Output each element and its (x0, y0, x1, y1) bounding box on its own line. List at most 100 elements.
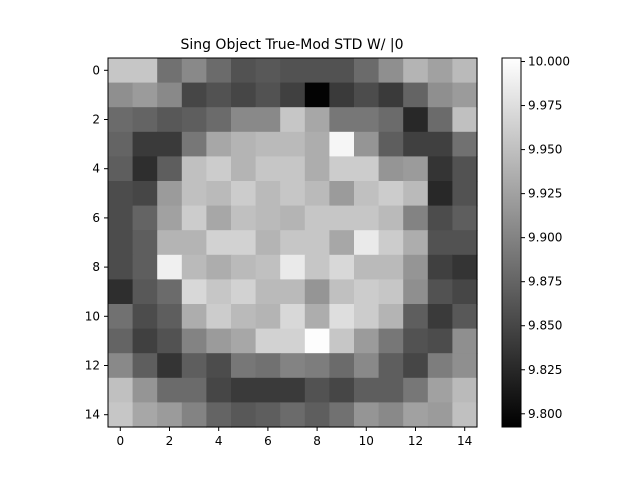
heatmap-cell-r9-c13 (427, 279, 453, 305)
heatmap-cell-r8-c10 (354, 254, 380, 280)
heatmap-cell-r4-c8 (304, 156, 330, 182)
colorbar-bar (501, 57, 522, 428)
heatmap-cell-r6-c7 (280, 205, 306, 231)
heatmap-cell-r0-c9 (329, 58, 355, 84)
heatmap-cell-r12-c0 (108, 353, 134, 379)
heatmap-cell-r0-c5 (231, 58, 257, 84)
y-tick-label-4: 4 (92, 162, 100, 176)
heatmap-cell-r1-c14 (452, 82, 478, 108)
heatmap-cell-r0-c8 (304, 58, 330, 84)
heatmap-cell-r14-c8 (304, 402, 330, 428)
heatmap-cell-r3-c2 (157, 131, 183, 157)
heatmap-cell-r9-c12 (403, 279, 429, 305)
heatmap-cell-r11-c7 (280, 328, 306, 354)
heatmap-cell-r8-c12 (403, 254, 429, 280)
heatmap-cell-r3-c8 (304, 131, 330, 157)
heatmap-cell-r8-c4 (206, 254, 232, 280)
heatmap-cell-r5-c0 (108, 181, 134, 207)
heatmap-cell-r0-c2 (157, 58, 183, 84)
colorbar-tick-label-7: 9.975 (528, 99, 562, 113)
heatmap-cell-r4-c2 (157, 156, 183, 182)
x-tick-label-0: 0 (116, 434, 124, 448)
y-tick-label-2: 2 (92, 113, 100, 127)
x-tick-label-4: 4 (215, 434, 223, 448)
heatmap-cell-r2-c3 (181, 107, 207, 133)
heatmap-cell-r12-c13 (427, 353, 453, 379)
heatmap-cell-r7-c3 (181, 230, 207, 256)
heatmap-cell-r11-c14 (452, 328, 478, 354)
heatmap-cell-r10-c7 (280, 304, 306, 330)
heatmap-cell-r9-c2 (157, 279, 183, 305)
heatmap-cell-r8-c5 (231, 254, 257, 280)
heatmap-cell-r9-c1 (132, 279, 158, 305)
heatmap-cell-r3-c11 (378, 131, 404, 157)
heatmap-cell-r13-c1 (132, 377, 158, 403)
heatmap-cell-r3-c1 (132, 131, 158, 157)
heatmap-cell-r4-c12 (403, 156, 429, 182)
heatmap-cell-r1-c8 (304, 82, 330, 108)
heatmap-cell-r5-c13 (427, 181, 453, 207)
heatmap-cell-r11-c12 (403, 328, 429, 354)
heatmap-cell-r0-c0 (108, 58, 134, 84)
heatmap-cell-r10-c3 (181, 304, 207, 330)
colorbar-tick-label-4: 9.900 (528, 231, 562, 245)
heatmap-cell-r0-c6 (255, 58, 281, 84)
heatmap-cell-r13-c12 (403, 377, 429, 403)
heatmap-cell-r11-c5 (231, 328, 257, 354)
heatmap-cell-r12-c3 (181, 353, 207, 379)
heatmap-cell-r2-c6 (255, 107, 281, 133)
heatmap-cell-r8-c13 (427, 254, 453, 280)
heatmap-cell-r11-c13 (427, 328, 453, 354)
heatmap-cell-r7-c6 (255, 230, 281, 256)
heatmap-cell-r5-c11 (378, 181, 404, 207)
heatmap-cell-r8-c2 (157, 254, 183, 280)
heatmap-cell-r8-c7 (280, 254, 306, 280)
heatmap-cell-r10-c12 (403, 304, 429, 330)
heatmap-cell-r6-c14 (452, 205, 478, 231)
heatmap-cell-r9-c11 (378, 279, 404, 305)
heatmap-cell-r13-c14 (452, 377, 478, 403)
heatmap-cell-r5-c4 (206, 181, 232, 207)
heatmap-cell-r10-c9 (329, 304, 355, 330)
y-tick-label-10: 10 (85, 309, 100, 323)
heatmap-cell-r1-c13 (427, 82, 453, 108)
colorbar-tick-label-6: 9.950 (528, 143, 562, 157)
heatmap-cell-r6-c5 (231, 205, 257, 231)
colorbar-tick-label-2: 9.850 (528, 319, 562, 333)
heatmap-cell-r6-c11 (378, 205, 404, 231)
heatmap-cell-r4-c9 (329, 156, 355, 182)
heatmap-cell-r14-c0 (108, 402, 134, 428)
heatmap-cell-r7-c11 (378, 230, 404, 256)
heatmap-cell-r12-c8 (304, 353, 330, 379)
y-axis: 0 2 4 6 8 10 12 14 (85, 63, 108, 422)
heatmap-cell-r12-c1 (132, 353, 158, 379)
heatmap-cell-r13-c2 (157, 377, 183, 403)
heatmap-cell-r8-c14 (452, 254, 478, 280)
y-tick-label-6: 6 (92, 211, 100, 225)
heatmap-cell-r0-c7 (280, 58, 306, 84)
colorbar-tick-label-1: 9.825 (528, 363, 562, 377)
heatmap-cell-r14-c1 (132, 402, 158, 428)
heatmap-cell-r6-c6 (255, 205, 281, 231)
heatmap-cell-r6-c9 (329, 205, 355, 231)
heatmap-cell-r1-c5 (231, 82, 257, 108)
heatmap-cell-r14-c10 (354, 402, 380, 428)
heatmap-cell-r10-c8 (304, 304, 330, 330)
heatmap-cell-r9-c6 (255, 279, 281, 305)
heatmap-cell-r14-c11 (378, 402, 404, 428)
heatmap-cell-r13-c11 (378, 377, 404, 403)
heatmap-cell-r8-c1 (132, 254, 158, 280)
heatmap-cell-r14-c5 (231, 402, 257, 428)
heatmap-cell-r4-c0 (108, 156, 134, 182)
heatmap-cell-r14-c4 (206, 402, 232, 428)
heatmap-cell-r8-c8 (304, 254, 330, 280)
heatmap-cell-r1-c10 (354, 82, 380, 108)
heatmap-cell-r7-c0 (108, 230, 134, 256)
heatmap-cell-r2-c13 (427, 107, 453, 133)
heatmap-cell-r9-c0 (108, 279, 134, 305)
heatmap-cell-r5-c1 (132, 181, 158, 207)
heatmap-cell-r2-c12 (403, 107, 429, 133)
heatmap-cell-r0-c12 (403, 58, 429, 84)
heatmap-cell-r9-c5 (231, 279, 257, 305)
heatmap-cell-r12-c6 (255, 353, 281, 379)
